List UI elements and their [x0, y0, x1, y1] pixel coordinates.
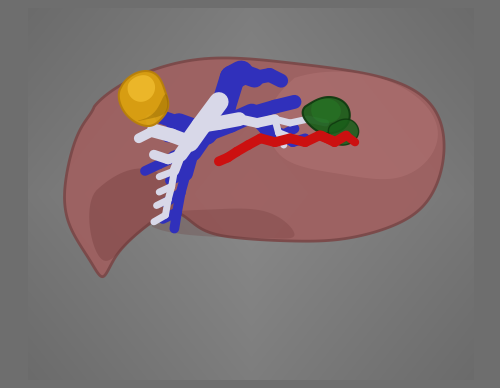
Polygon shape [268, 72, 438, 179]
Polygon shape [328, 119, 358, 145]
Polygon shape [64, 58, 444, 277]
Polygon shape [89, 168, 179, 261]
Polygon shape [302, 97, 350, 133]
Polygon shape [118, 71, 168, 126]
Polygon shape [128, 75, 155, 102]
Polygon shape [138, 94, 168, 121]
Polygon shape [311, 99, 341, 123]
Polygon shape [152, 209, 294, 239]
